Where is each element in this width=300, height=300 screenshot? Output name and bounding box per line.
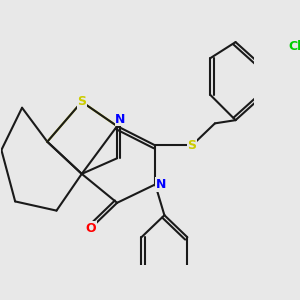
Text: Cl: Cl [289, 40, 300, 53]
Text: O: O [85, 222, 96, 235]
Text: N: N [115, 113, 125, 126]
Text: N: N [155, 178, 166, 191]
Text: S: S [188, 139, 196, 152]
Text: S: S [77, 95, 86, 108]
